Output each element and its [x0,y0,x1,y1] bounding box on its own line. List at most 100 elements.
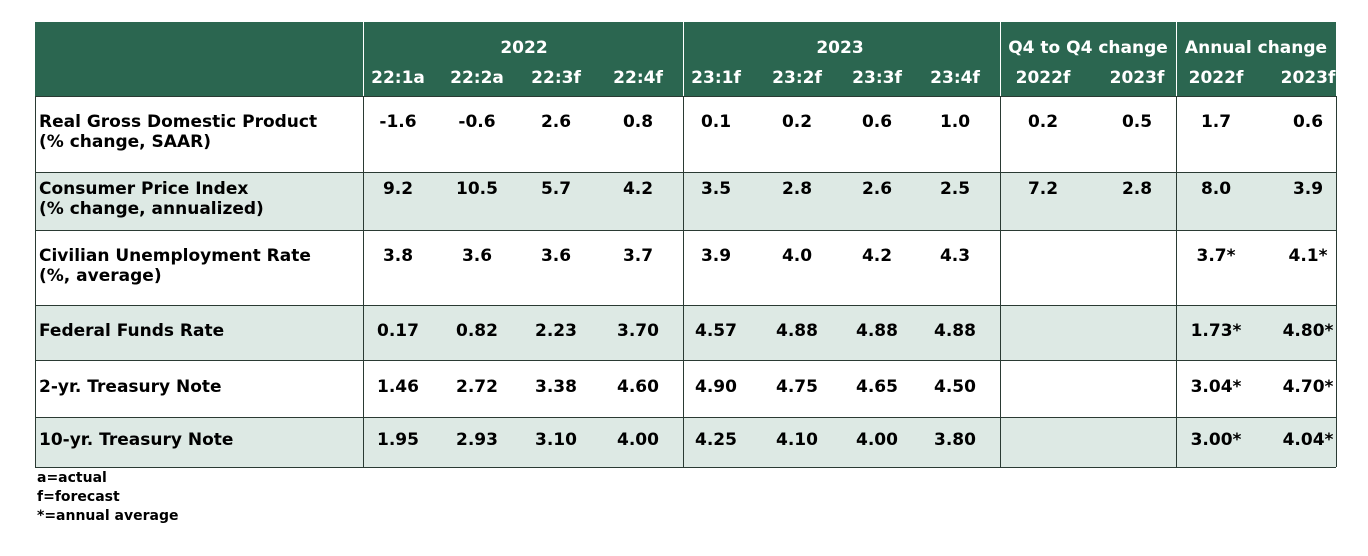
cell: 3.7* [1196,245,1236,266]
row-line [35,467,1336,468]
cell: 4.65 [856,376,898,397]
cell: 3.80 [934,430,976,450]
header-separator [363,22,364,96]
cell: 3.04* [1190,376,1242,397]
cell: 3.9 [700,245,732,266]
table-right-edge [1336,96,1337,467]
cell: 4.00 [856,430,898,450]
cell: 3.6 [461,245,493,266]
cell: 0.17 [377,320,419,341]
column-header: 2022f [1015,68,1071,88]
cell: 4.2 [622,179,654,199]
cell: 2.8 [781,179,813,199]
row-label: 2-yr. Treasury Note [39,376,222,397]
row-label: Civilian Unemployment Rate [39,245,311,266]
cell: 3.38 [535,376,577,397]
row-line [35,96,1336,97]
cell: 3.5 [700,179,732,199]
cell: 4.88 [856,320,898,341]
cell: 4.90 [695,376,737,397]
cell: 3.7 [622,245,654,266]
note: f=forecast [37,489,120,505]
note: *=annual average [37,508,179,524]
cell: -1.6 [379,112,417,132]
cell: 4.75 [776,376,818,397]
column-group: Q4 to Q4 change [1008,38,1168,58]
cell: 4.2 [861,245,893,266]
cell: 4.70* [1282,376,1334,397]
column-header: 23:4f [930,68,980,88]
cell: 10.5 [456,179,498,199]
column-header: 23:2f [772,68,822,88]
cell: 4.80* [1282,320,1334,341]
row-line [35,360,1336,361]
row-band [35,172,1336,230]
cell: 1.46 [377,376,419,397]
cell: 7.2 [1027,179,1059,199]
column-separator [1000,96,1001,467]
cell: 2.5 [939,179,971,199]
cell: 4.60 [617,376,659,397]
column-header: 2023f [1280,68,1336,88]
header-separator [1176,22,1177,96]
header-separator [683,22,684,96]
cell: 4.10 [776,430,818,450]
cell: 4.3 [939,245,971,266]
cell: 5.7 [540,179,572,199]
column-separator [1176,96,1177,467]
row-label: Federal Funds Rate [39,320,225,341]
cell: 4.1* [1288,245,1328,266]
header-separator [1000,22,1001,96]
column-group: 2022 [500,38,548,58]
cell: 0.2 [1027,112,1059,132]
cell: 3.6 [540,245,572,266]
cell: 9.2 [382,179,414,199]
cell: 2.72 [456,376,498,397]
cell: 4.25 [695,430,737,450]
cell: 4.04* [1282,430,1334,450]
cell: -0.6 [458,112,496,132]
cell: 4.88 [934,320,976,341]
row-band [35,417,1336,467]
cell: 4.00 [617,430,659,450]
row-line [35,230,1336,231]
cell: 1.7 [1200,112,1232,132]
column-header: 22:2a [450,68,504,88]
column-header: 23:1f [691,68,741,88]
cell: 4.50 [934,376,976,397]
cell: 1.0 [939,112,971,132]
note: a=actual [37,470,107,486]
column-header: 22:3f [531,68,581,88]
column-header: 2023f [1109,68,1165,88]
column-header: 2022f [1188,68,1244,88]
row-label: (%, average) [39,265,162,286]
row-line [35,172,1336,173]
row-label: 10-yr. Treasury Note [39,430,234,450]
table-left-edge [35,96,36,467]
cell: 3.9 [1292,179,1324,199]
column-separator [683,96,684,467]
cell: 3.70 [617,320,659,341]
row-band [35,305,1336,360]
row-label: (% change, annualized) [39,199,264,219]
column-group: 2023 [816,38,864,58]
cell: 4.0 [781,245,813,266]
cell: 0.6 [861,112,893,132]
row-line [35,417,1336,418]
row-label: Consumer Price Index [39,179,249,199]
cell: 0.1 [700,112,732,132]
column-header: 23:3f [852,68,902,88]
cell: 2.93 [456,430,498,450]
cell: 1.95 [377,430,419,450]
cell: 0.82 [456,320,498,341]
column-group: Annual change [1184,38,1328,58]
header-band [35,22,1336,96]
cell: 0.6 [1292,112,1324,132]
cell: 1.73* [1190,320,1242,341]
cell: 0.2 [781,112,813,132]
cell: 0.5 [1121,112,1153,132]
row-line [35,305,1336,306]
cell: 3.10 [535,430,577,450]
column-header: 22:4f [613,68,663,88]
